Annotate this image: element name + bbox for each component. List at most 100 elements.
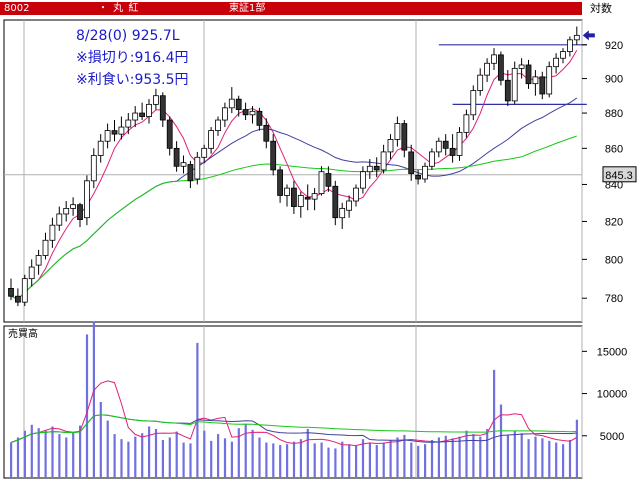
volume-bar (424, 444, 427, 478)
candle (270, 134, 277, 176)
volume-bar (127, 441, 130, 478)
annotation-stop-loss: ※損切り:916.4円 (76, 50, 189, 66)
candle-body (21, 278, 28, 303)
volume-bar (154, 429, 158, 478)
volume-bar (348, 444, 351, 478)
candle (380, 144, 387, 174)
candle (325, 166, 332, 192)
candle (173, 141, 180, 172)
volume-bar (189, 443, 192, 478)
current-price-box (602, 166, 637, 183)
candle-body (463, 114, 470, 133)
candle (297, 191, 304, 218)
volume-bar (44, 430, 47, 478)
candle (470, 85, 477, 121)
volume-bar (527, 439, 530, 478)
candle-body (256, 110, 263, 126)
candle-body (442, 140, 449, 149)
candle (90, 148, 97, 189)
candle-body (518, 64, 525, 69)
volume-bar (334, 448, 337, 478)
volume-bar (16, 437, 20, 478)
volume-bar (210, 440, 213, 478)
candle (332, 180, 339, 226)
volume-bar (37, 428, 40, 478)
candle-body (539, 76, 546, 95)
volume-tick-label-10000: 10000 (597, 389, 628, 401)
volume-bar (72, 432, 75, 478)
candle-body (97, 140, 104, 156)
volume-bar (58, 434, 61, 478)
candle (263, 118, 270, 149)
volume-bar (327, 447, 330, 478)
volume-ma-line-3 (10, 414, 577, 443)
candle (35, 249, 42, 275)
candle (359, 166, 366, 194)
volume-bar (320, 442, 323, 478)
candle-body (359, 171, 366, 189)
chart-frames (3, 19, 583, 479)
volume-bar (520, 433, 523, 478)
scale-mode-label[interactable]: 対数 (590, 2, 612, 15)
candle (228, 87, 235, 114)
price-tick-label-800: 800 (605, 254, 623, 266)
candle-body (387, 139, 394, 153)
candle-body (284, 187, 290, 196)
volume-bar (479, 436, 482, 478)
stock-code: 8002 (4, 3, 30, 14)
candle-body (208, 130, 215, 149)
candle (339, 202, 346, 229)
candle (97, 134, 104, 163)
volume-bar (30, 424, 33, 478)
candle (422, 162, 428, 183)
candle-body (111, 130, 118, 135)
candle (49, 217, 56, 248)
candle-body (166, 119, 173, 149)
volume-bar (486, 429, 489, 478)
candle (428, 148, 435, 170)
volume-bar (161, 440, 164, 478)
grid-lines (4, 20, 583, 478)
annotation-take-profit: ※利食い:953.5円 (76, 71, 189, 88)
annotations: 8/28(0) 925.7L ※損切り:916.4円 ※利食い:953.5円 (76, 28, 595, 88)
candle-body (180, 162, 187, 167)
candle-body (56, 213, 63, 226)
volume-bar (403, 434, 406, 478)
volume-bar (223, 438, 227, 478)
candle-body (422, 165, 428, 180)
candle (104, 123, 111, 149)
candle (290, 180, 297, 214)
volume-bar (541, 438, 544, 478)
candle-body (118, 126, 125, 135)
candle-body (263, 124, 270, 142)
candle-body (394, 123, 401, 140)
volume-tick-label-15000: 15000 (597, 346, 628, 358)
candle (442, 134, 449, 156)
price-tick-label-780: 780 (605, 293, 623, 305)
axis-labels: 780 800 820 840 860 880 900 920 845.3 5000 10000 15… (8, 40, 637, 443)
candle-body (532, 76, 539, 85)
candle (573, 26, 580, 45)
volume-bar (113, 434, 116, 478)
candle (532, 70, 539, 96)
candle (311, 188, 318, 211)
volume-bar (506, 434, 509, 478)
volume-bar (355, 445, 358, 478)
candle (408, 144, 415, 181)
price-tick-label-900: 900 (605, 74, 623, 86)
candle-body (415, 174, 422, 180)
candle-body (242, 109, 249, 116)
volume-bar (65, 437, 68, 478)
candle-body (290, 187, 297, 207)
volume-ma-line-1 (10, 380, 578, 447)
candle (21, 274, 28, 307)
volume-bar (265, 442, 268, 478)
candle (215, 116, 221, 136)
volume-bar (120, 439, 123, 478)
candle-body (159, 95, 166, 121)
volume-bar (85, 334, 89, 478)
candle-body (49, 224, 56, 241)
candle (242, 102, 249, 121)
candle (118, 116, 125, 140)
volume-bar (106, 420, 109, 478)
